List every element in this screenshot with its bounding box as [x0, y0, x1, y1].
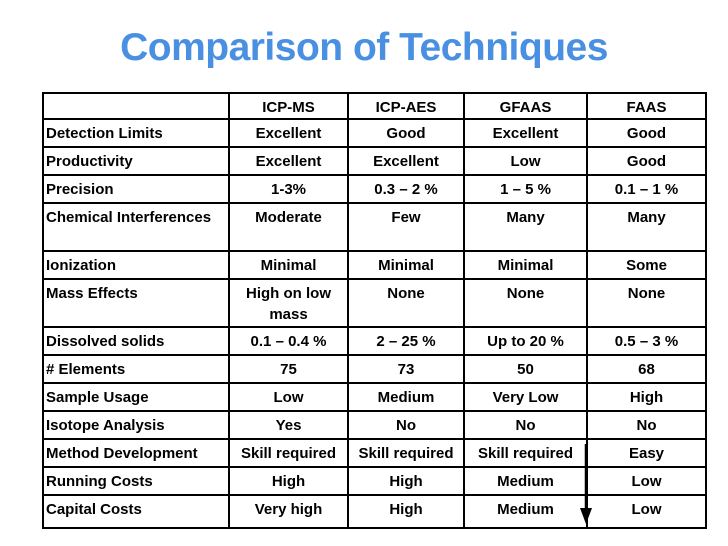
header-cell-blank [42, 92, 230, 120]
table-row: Productivity Excellent Excellent Low Good [42, 146, 707, 176]
value-cell: High on low mass [228, 278, 349, 328]
value-cell: Yes [228, 410, 349, 440]
header-cell-gfaas: GFAAS [463, 92, 588, 120]
value-cell: 2 – 25 % [347, 326, 465, 356]
value-cell: Low [586, 494, 707, 529]
value-cell: Good [586, 118, 707, 148]
value-cell: 1 – 5 % [463, 174, 588, 204]
value-cell: 0.1 – 1 % [586, 174, 707, 204]
value-cell: Excellent [347, 146, 465, 176]
table-row: Running Costs High High Medium Low [42, 466, 707, 496]
header-cell-icp-ms: ICP-MS [228, 92, 349, 120]
value-cell: 50 [463, 354, 588, 384]
value-cell: Minimal [347, 250, 465, 280]
value-cell: Moderate [228, 202, 349, 252]
table-row: Isotope Analysis Yes No No No [42, 410, 707, 440]
table-row: Detection Limits Excellent Good Excellent Go… [42, 118, 707, 148]
table-row: Precision 1-3% 0.3 – 2 % 1 – 5 % 0.1 – 1 % [42, 174, 707, 204]
value-cell: 68 [586, 354, 707, 384]
value-cell: 1-3% [228, 174, 349, 204]
row-label-cell: Detection Limits [42, 118, 230, 148]
value-cell: Many [586, 202, 707, 252]
value-cell: Some [586, 250, 707, 280]
value-cell: Minimal [463, 250, 588, 280]
value-cell: Very Low [463, 382, 588, 412]
value-cell: Excellent [228, 146, 349, 176]
value-cell: Skill required [347, 438, 465, 468]
comparison-table: ICP-MS ICP-AES GFAAS FAAS Detection Limi… [42, 92, 707, 529]
header-row: ICP-MS ICP-AES GFAAS FAAS [42, 92, 707, 120]
value-cell: 0.1 – 0.4 % [228, 326, 349, 356]
value-cell: Skill required [228, 438, 349, 468]
row-label-cell: Isotope Analysis [42, 410, 230, 440]
comparison-table-container: ICP-MS ICP-AES GFAAS FAAS Detection Limi… [42, 92, 707, 529]
value-cell: High [586, 382, 707, 412]
slide-title: Comparison of Techniques [120, 26, 608, 69]
value-cell: Easy [586, 438, 707, 468]
table-row: Chemical Interferences Moderate Few Many Man… [42, 202, 707, 252]
value-cell: High [228, 466, 349, 496]
value-cell: Medium [463, 494, 588, 529]
table-row: Dissolved solids 0.1 – 0.4 % 2 – 25 % Up to… [42, 326, 707, 356]
value-cell: Medium [347, 382, 465, 412]
value-cell: Medium [463, 466, 588, 496]
table-row: Capital Costs Very high High Medium Low [42, 494, 707, 529]
header-cell-icp-aes: ICP-AES [347, 92, 465, 120]
table-row: Ionization Minimal Minimal Minimal Some [42, 250, 707, 280]
row-label-cell: # Elements [42, 354, 230, 384]
row-label-cell: Chemical Interferences [42, 202, 230, 252]
value-cell: Low [228, 382, 349, 412]
value-cell: Low [586, 466, 707, 496]
table-row: Sample Usage Low Medium Very Low High [42, 382, 707, 412]
value-cell: High [347, 494, 465, 529]
value-cell: Good [347, 118, 465, 148]
value-cell: Excellent [463, 118, 588, 148]
value-cell: 0.3 – 2 % [347, 174, 465, 204]
value-cell: 75 [228, 354, 349, 384]
row-label-cell: Ionization [42, 250, 230, 280]
value-cell: 0.5 – 3 % [586, 326, 707, 356]
table-row: Mass Effects High on low mass None None None [42, 278, 707, 328]
row-label-cell: Running Costs [42, 466, 230, 496]
row-label-cell: Capital Costs [42, 494, 230, 529]
value-cell: Up to 20 % [463, 326, 588, 356]
value-cell: High [347, 466, 465, 496]
table-row: # Elements 75 73 50 68 [42, 354, 707, 384]
value-cell: Skill required [463, 438, 588, 468]
row-label-cell: Sample Usage [42, 382, 230, 412]
value-cell: No [463, 410, 588, 440]
value-cell: No [347, 410, 465, 440]
row-label-cell: Productivity [42, 146, 230, 176]
value-cell: Good [586, 146, 707, 176]
value-cell: Many [463, 202, 588, 252]
value-cell: 73 [347, 354, 465, 384]
value-cell: Excellent [228, 118, 349, 148]
value-cell: None [586, 278, 707, 328]
value-cell: Few [347, 202, 465, 252]
value-cell: None [463, 278, 588, 328]
row-label-cell: Method Development [42, 438, 230, 468]
value-cell: None [347, 278, 465, 328]
value-cell: Low [463, 146, 588, 176]
row-label-cell: Precision [42, 174, 230, 204]
row-label-cell: Mass Effects [42, 278, 230, 328]
table-body: Detection Limits Excellent Good Excellent Go… [42, 118, 707, 529]
row-label-cell: Dissolved solids [42, 326, 230, 356]
table-row: Method Development Skill required Skill re… [42, 438, 707, 468]
value-cell: Minimal [228, 250, 349, 280]
value-cell: Very high [228, 494, 349, 529]
header-cell-faas: FAAS [586, 92, 707, 120]
value-cell: No [586, 410, 707, 440]
